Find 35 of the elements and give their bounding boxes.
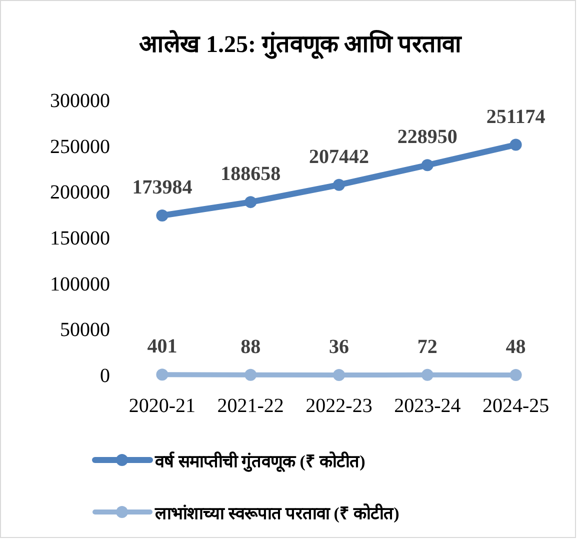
data-label: 228950 [397,126,458,148]
legend-label: वर्ष समाप्तीची गुंतवणूक (₹ कोटीत) [154,451,366,473]
x-tick-label: 2024-25 [482,395,550,417]
point [333,368,345,381]
data-label: 88 [240,336,261,358]
point [333,178,345,191]
point [421,159,434,172]
y-tick-label: 200000 [50,182,110,204]
data-label: 207442 [309,146,369,168]
data-label: 48 [506,336,526,358]
x-tick-label: 2023-24 [394,395,461,417]
data-label: 188658 [220,163,281,186]
data-label: 72 [417,336,438,358]
legend-label: लाभांशाच्या स्वरूपात परतावा (₹ कोटीत) [154,503,400,523]
x-tick-label: 2021-22 [217,395,284,417]
y-tick-label: 100000 [50,273,110,296]
x-tick-label: 2020-21 [128,395,196,417]
data-label: 36 [329,336,349,358]
point [244,196,257,208]
y-tick-label: 250000 [50,136,110,158]
point [421,368,434,381]
point [510,368,522,381]
y-tick-label: 50000 [60,319,110,342]
y-tick-label: 300000 [50,90,110,112]
point [156,210,168,222]
y-tick-label: 150000 [50,228,110,250]
point [244,368,257,381]
data-label: 251174 [486,106,546,128]
data-label: 401 [147,336,178,358]
y-tick-label: 0 [100,365,110,387]
data-label: 173984 [132,176,192,199]
point [156,368,168,381]
chart-title: आलेख 1.25: गुंतवणूक आणि परतावा [139,30,462,60]
x-tick-label: 2022-23 [306,395,372,417]
point [510,138,522,151]
